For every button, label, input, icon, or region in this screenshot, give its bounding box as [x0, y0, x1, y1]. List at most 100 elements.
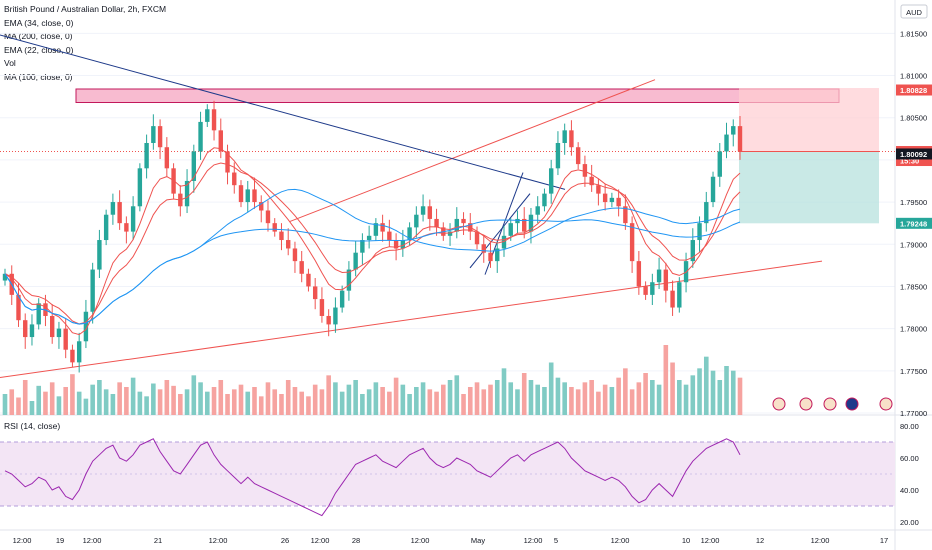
- legend-ma200[interactable]: MA (200, close, 0): [4, 31, 73, 41]
- volume-bar: [427, 389, 433, 415]
- candle-body: [360, 240, 365, 253]
- candle-body: [225, 151, 230, 173]
- volume-bar: [548, 362, 554, 415]
- candle-body: [724, 134, 729, 152]
- candle-body: [542, 193, 547, 207]
- descending-trendline: [0, 34, 566, 190]
- volume-bar: [508, 382, 514, 415]
- volume-bar: [29, 401, 35, 415]
- candle-body: [164, 147, 170, 169]
- candle-body: [731, 126, 736, 135]
- price-tick-label: 1.78500: [900, 282, 927, 291]
- channel-line-2: [469, 193, 531, 269]
- candle-body: [555, 143, 561, 169]
- volume-bar: [2, 394, 8, 415]
- legend-ema34[interactable]: EMA (34, close, 0): [4, 17, 74, 28]
- volume-bar: [602, 384, 608, 415]
- volume-bar: [339, 391, 345, 415]
- candle-body: [387, 231, 392, 241]
- volume-bar: [144, 396, 149, 415]
- volume-bar: [407, 394, 412, 415]
- candle-body: [454, 218, 459, 232]
- price-tag-label: 1.80828: [900, 86, 927, 95]
- candle-body: [710, 176, 716, 203]
- candle-body: [656, 269, 662, 283]
- candle-body: [306, 273, 311, 287]
- price-tick-label: 1.77500: [900, 367, 927, 376]
- volume-bar: [414, 387, 419, 415]
- currency-badge[interactable]: [900, 4, 928, 19]
- volume-bar: [56, 396, 62, 415]
- volume-bar: [441, 384, 446, 415]
- candle-body: [333, 307, 338, 325]
- legend-vol[interactable]: Vol: [4, 58, 16, 68]
- volume-bar: [292, 387, 298, 415]
- economic-event-icon: [823, 397, 837, 411]
- volume-bar: [697, 368, 702, 415]
- volume-bar: [117, 382, 122, 415]
- price-tag-label: 1.79248: [900, 219, 927, 228]
- candle-body: [677, 282, 682, 308]
- volume-bar: [130, 377, 136, 415]
- volume-bar: [9, 389, 15, 415]
- candle-body: [495, 248, 500, 262]
- price-tick-label: 1.81500: [900, 29, 927, 38]
- event-icons: [772, 397, 893, 411]
- volume-bar: [690, 375, 696, 415]
- volume-bar: [22, 380, 28, 415]
- legend-ma100[interactable]: MA (100, close, 0): [4, 71, 73, 82]
- candle-body: [184, 180, 190, 207]
- volume-bar: [373, 382, 379, 415]
- stop-loss-zone: [739, 88, 879, 152]
- volume-bar: [434, 391, 439, 415]
- rsi-tick-label: 20.00: [900, 518, 919, 527]
- candle-body: [596, 185, 601, 194]
- candle-body: [373, 223, 379, 236]
- volume-bar: [703, 356, 709, 415]
- candle-body: [23, 320, 28, 338]
- price-tag-label: 1.80092: [900, 150, 927, 159]
- candle-body: [501, 235, 507, 249]
- candle-body: [447, 231, 453, 236]
- candle-body: [407, 227, 412, 241]
- volume-bar: [333, 382, 338, 415]
- candle-body: [427, 206, 433, 219]
- volume-bar: [461, 394, 466, 415]
- candle-body: [602, 193, 608, 203]
- volume-bar: [474, 382, 480, 415]
- rsi-panel: [0, 438, 895, 517]
- volume-bar: [346, 384, 352, 415]
- candle-body: [393, 240, 399, 249]
- volume-bar: [488, 384, 493, 415]
- economic-event-icon: [772, 397, 786, 411]
- candle-body: [508, 223, 513, 236]
- ma100-line: [4, 188, 741, 325]
- volume-bar: [616, 377, 621, 415]
- volume-bar: [420, 382, 426, 415]
- time-tick-label: 12:00: [13, 536, 32, 545]
- candle-body: [697, 223, 702, 241]
- legend-ema22[interactable]: EMA (22, close, 0): [4, 44, 74, 55]
- price-tick-label: 1.80500: [900, 114, 927, 123]
- volume-bar: [83, 398, 89, 415]
- volume-bar: [629, 389, 635, 415]
- price-tag: [896, 84, 932, 96]
- volume-bar: [528, 380, 534, 415]
- volume-bar: [596, 391, 601, 415]
- candle-body: [353, 252, 358, 270]
- candle-body: [636, 261, 642, 287]
- volume-bar: [683, 384, 689, 415]
- volume-bar: [90, 384, 95, 415]
- time-tick-label: 12:00: [209, 536, 228, 545]
- support-trendline: [0, 260, 823, 379]
- candle-body: [205, 109, 210, 122]
- volume-bar: [737, 377, 743, 415]
- rsi-legend[interactable]: RSI (14, close): [4, 421, 61, 431]
- currency-label: AUD: [906, 8, 922, 17]
- time-tick-label: 5: [554, 536, 558, 545]
- volume-bar: [326, 375, 331, 415]
- volume-bar: [312, 384, 318, 415]
- volume-bar: [400, 384, 406, 415]
- volume-bar: [643, 373, 648, 415]
